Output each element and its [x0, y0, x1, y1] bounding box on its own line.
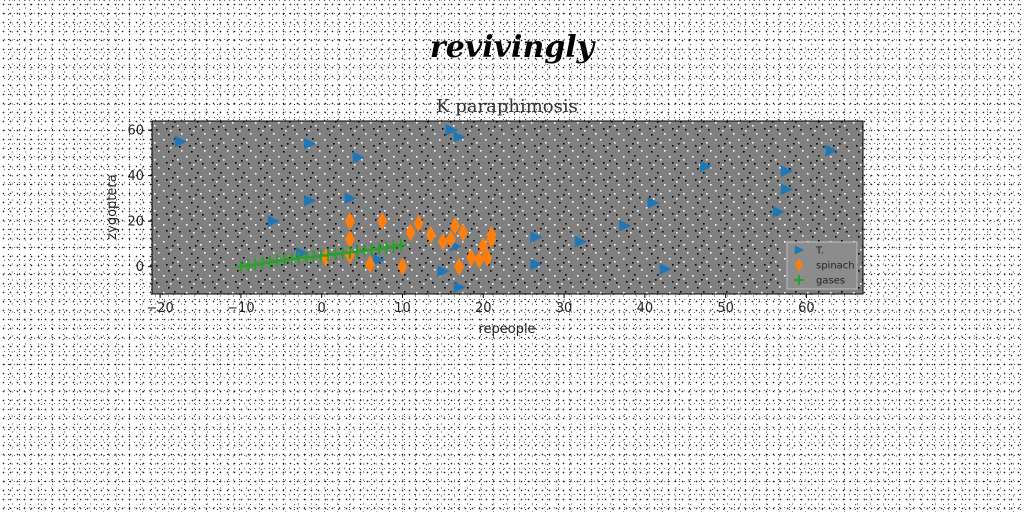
data-point	[352, 151, 365, 164]
data-point	[372, 254, 385, 266]
series-t	[174, 124, 838, 294]
legend-label: T.	[815, 246, 824, 257]
legend-marker	[794, 245, 805, 255]
x-tick-label: 40	[637, 301, 654, 316]
data-point	[256, 256, 269, 270]
data-point	[304, 194, 317, 207]
data-point	[249, 258, 262, 271]
data-point	[780, 183, 793, 196]
y-tick-label: 60	[127, 124, 144, 139]
x-tick-label: 10	[394, 301, 411, 316]
data-point	[530, 231, 543, 243]
data-point	[263, 255, 277, 269]
data-point	[659, 263, 672, 275]
series-spinach	[320, 212, 497, 276]
y-axis-label: zygoptera	[105, 174, 120, 239]
data-point	[619, 219, 632, 232]
data-point	[174, 135, 188, 148]
data-point	[478, 237, 489, 256]
data-point	[365, 255, 376, 274]
data-point	[372, 242, 386, 256]
data-point	[825, 144, 838, 157]
legend-marker	[795, 258, 803, 272]
data-point	[700, 160, 713, 173]
data-point	[445, 124, 458, 136]
x-tick-label: 50	[717, 301, 734, 316]
data-point	[437, 265, 450, 278]
legend-label: spinach	[816, 261, 855, 272]
y-tick-label: 0	[136, 260, 144, 275]
data-point	[450, 216, 460, 235]
legend-label: gases	[816, 276, 845, 287]
data-point	[454, 257, 464, 276]
plot-noise	[152, 121, 863, 294]
data-point	[574, 235, 587, 248]
x-tick-label: −20	[146, 301, 173, 316]
data-point	[304, 137, 317, 150]
data-point	[344, 192, 357, 205]
data-point	[267, 215, 280, 228]
data-point	[270, 254, 284, 268]
data-point	[394, 238, 408, 252]
legend-marker	[794, 275, 804, 285]
data-point	[486, 225, 497, 244]
data-point	[397, 257, 408, 276]
data-point	[453, 281, 466, 294]
x-tick-label: 0	[318, 301, 326, 316]
x-tick-label: 60	[798, 301, 815, 316]
figure-suptitle: revivingly	[429, 30, 595, 65]
chart-legend: T. spinach gases	[786, 241, 858, 290]
data-point	[482, 248, 493, 267]
data-point	[413, 214, 424, 233]
data-point	[445, 230, 456, 249]
y-tick-label: 20	[127, 215, 144, 230]
x-axis-label: repeople	[478, 322, 535, 337]
axis-ticks: −20 −10 0 10 20 30 40 50 60 0 20 40 60	[127, 124, 814, 316]
data-point	[466, 248, 477, 267]
data-point	[458, 223, 469, 242]
data-point	[425, 225, 436, 244]
data-point	[647, 197, 660, 209]
data-point	[530, 258, 543, 271]
data-point	[234, 260, 248, 273]
data-point	[474, 250, 485, 269]
chart-title: K paraphimosis	[436, 96, 578, 117]
data-point	[241, 259, 255, 272]
data-point	[387, 240, 400, 253]
data-point	[405, 223, 416, 242]
data-point	[377, 212, 388, 231]
data-point	[344, 212, 355, 231]
plot-frame	[151, 120, 864, 295]
y-tick-label: 40	[127, 169, 144, 184]
x-tick-label: 30	[556, 301, 573, 316]
chart-marks	[174, 124, 838, 294]
series-gases	[234, 238, 408, 273]
data-point	[344, 230, 355, 249]
data-point	[437, 232, 448, 251]
data-point	[380, 241, 393, 254]
x-tick-label: −10	[227, 301, 254, 316]
data-point	[453, 131, 466, 143]
data-point	[772, 206, 785, 218]
x-tick-label: 20	[475, 301, 492, 316]
data-point	[780, 165, 793, 177]
